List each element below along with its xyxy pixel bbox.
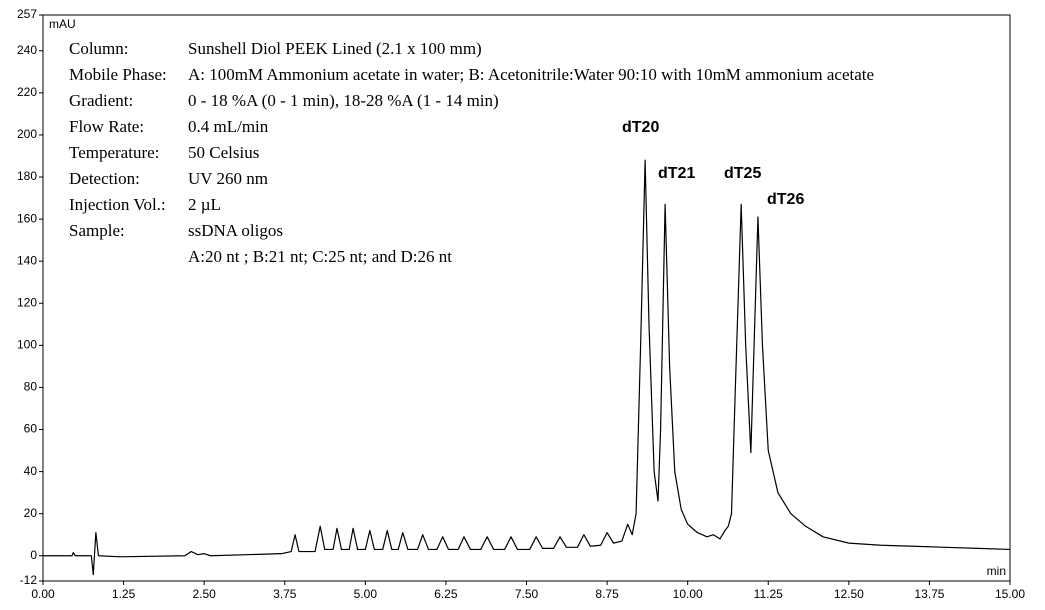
x-tick-label: 15.00 [995, 587, 1025, 601]
x-tick-label: 10.00 [673, 587, 703, 601]
x-axis-label: min [987, 564, 1006, 578]
trace [43, 159, 1011, 576]
y-tick-label: 140 [17, 253, 37, 267]
info-value: 2 µL [188, 195, 221, 214]
info-label: Detection: [69, 169, 140, 188]
info-value: A: 100mM Ammonium acetate in water; B: A… [188, 65, 874, 84]
x-tick-label: 11.25 [754, 587, 783, 601]
info-label: Column: [69, 39, 129, 58]
x-tick-label: 8.75 [595, 587, 619, 601]
peak-label: dT20 [622, 119, 659, 136]
info-label: Sample: [69, 221, 125, 240]
info-value: Sunshell Diol PEEK Lined (2.1 x 100 mm) [188, 39, 482, 58]
info-label: Mobile Phase: [69, 65, 167, 84]
info-value: 0.4 mL/min [188, 117, 269, 136]
info-label: Gradient: [69, 91, 133, 110]
info-value: 0 - 18 %A (0 - 1 min), 18-28 %A (1 - 14 … [188, 91, 499, 110]
y-tick-label: 40 [24, 464, 38, 478]
peak-label: dT21 [658, 165, 695, 182]
y-tick-label: 200 [17, 127, 37, 141]
x-tick-label: 5.00 [354, 587, 378, 601]
x-tick-label: 13.75 [914, 587, 944, 601]
x-tick-label: 3.75 [273, 587, 297, 601]
y-tick-label: 240 [17, 43, 37, 57]
x-tick-label: 0.00 [31, 587, 55, 601]
info-note: A:20 nt ; B:21 nt; C:25 nt; and D:26 nt [188, 247, 452, 266]
peak-label: dT25 [724, 165, 761, 182]
x-tick-label: 12.50 [834, 587, 864, 601]
y-tick-label: 80 [24, 380, 38, 394]
x-tick-label: 1.25 [112, 587, 136, 601]
x-tick-label: 2.50 [192, 587, 216, 601]
y-tick-label: 120 [17, 295, 37, 309]
y-tick-label: 100 [17, 338, 37, 352]
peak-label: dT26 [767, 191, 804, 208]
info-value: ssDNA oligos [188, 221, 283, 240]
y-tick-label: 180 [17, 169, 37, 183]
y-tick-label: 60 [24, 422, 38, 436]
info-value: 50 Celsius [188, 143, 259, 162]
x-tick-label: 7.50 [515, 587, 539, 601]
y-axis-label: mAU [49, 17, 76, 31]
y-tick-label: 220 [17, 85, 37, 99]
y-tick-label: 160 [17, 211, 37, 225]
x-tick-label: 6.25 [434, 587, 458, 601]
info-label: Flow Rate: [69, 117, 144, 136]
info-value: UV 260 nm [188, 169, 268, 188]
info-label: Injection Vol.: [69, 195, 166, 214]
y-tick-label: -12 [20, 573, 38, 587]
y-tick-label: 0 [30, 548, 37, 562]
info-label: Temperature: [69, 143, 159, 162]
y-tick-label: 20 [24, 506, 38, 520]
y-tick-label: 257 [17, 7, 37, 21]
